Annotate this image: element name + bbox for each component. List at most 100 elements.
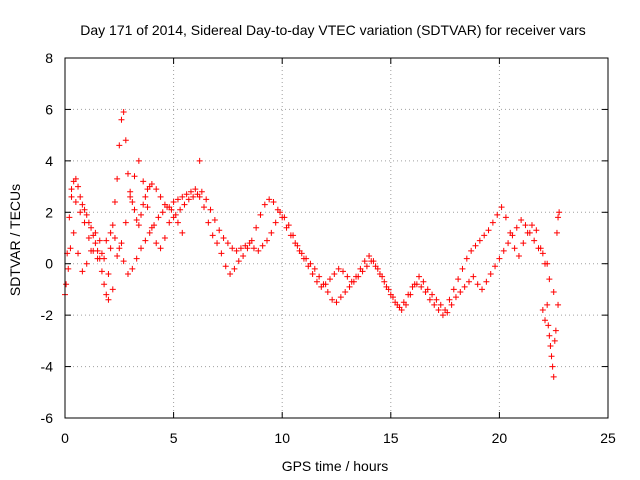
data-point [411, 281, 418, 288]
data-point [294, 242, 301, 249]
data-point [229, 245, 236, 252]
data-point [320, 281, 327, 288]
data-point [144, 204, 151, 211]
data-point [333, 299, 340, 306]
data-point [511, 245, 518, 252]
data-point [231, 265, 238, 272]
data-point [416, 273, 423, 280]
data-point [155, 214, 162, 221]
data-point [179, 193, 186, 200]
data-point [513, 224, 520, 231]
y-tick-label: 2 [45, 204, 53, 220]
data-point [500, 247, 507, 254]
data-point [489, 219, 496, 226]
data-point [129, 265, 136, 272]
data-point [555, 301, 562, 308]
data-point [235, 258, 242, 265]
data-point [138, 245, 145, 252]
data-point [303, 255, 310, 262]
data-point [547, 343, 554, 349]
data-point [544, 301, 551, 308]
y-tick-label: 8 [45, 50, 53, 66]
data-point [452, 294, 459, 301]
data-point [424, 286, 431, 293]
y-tick-label: 4 [45, 153, 53, 169]
data-point [190, 193, 197, 200]
data-point [470, 273, 477, 280]
data-point [111, 235, 118, 241]
data-point [426, 296, 433, 303]
data-point [550, 373, 557, 380]
data-point [311, 265, 318, 272]
data-point [555, 214, 562, 221]
data-point [109, 222, 116, 229]
data-point [114, 175, 121, 182]
data-point [522, 222, 529, 229]
data-point [398, 307, 405, 313]
data-point [548, 353, 555, 360]
data-point [474, 281, 481, 288]
x-axis-label: GPS time / hours [282, 458, 389, 474]
data-point [88, 224, 95, 231]
data-point [168, 206, 175, 213]
data-point [472, 242, 479, 249]
data-point [266, 196, 273, 203]
data-point [135, 157, 142, 164]
data-point [331, 271, 338, 277]
data-point [177, 206, 184, 213]
data-point [270, 199, 277, 205]
data-point [281, 214, 288, 221]
data-point [290, 232, 297, 239]
data-point [268, 229, 275, 236]
data-point [433, 296, 440, 303]
data-point [442, 307, 449, 313]
data-point [326, 276, 333, 283]
data-point [131, 206, 138, 213]
data-point [316, 273, 323, 280]
data-point [118, 116, 125, 123]
data-point [502, 214, 509, 221]
data-point [227, 271, 234, 277]
data-point [170, 199, 177, 205]
data-point [407, 291, 414, 298]
data-point [259, 242, 266, 249]
data-point [164, 204, 171, 211]
data-point [556, 209, 563, 216]
data-point [105, 271, 112, 277]
data-point [520, 240, 527, 247]
data-point [448, 301, 455, 308]
data-point [133, 217, 140, 223]
data-point [344, 273, 351, 280]
data-point [324, 289, 331, 295]
data-point [101, 255, 108, 262]
data-point [313, 278, 320, 285]
data-point [285, 222, 292, 229]
data-point [79, 268, 86, 275]
data-point [140, 201, 147, 208]
data-point [468, 247, 475, 254]
y-tick-label: 0 [45, 256, 53, 272]
data-point [170, 214, 177, 221]
data-point [481, 232, 488, 239]
data-point [518, 217, 525, 223]
data-point [68, 193, 75, 200]
data-point [261, 201, 268, 208]
data-point [116, 142, 123, 149]
data-point [185, 196, 192, 203]
data-point [372, 263, 379, 270]
data-point [85, 235, 92, 241]
data-point [431, 301, 438, 308]
plot-frame [64, 57, 609, 419]
y-tick-label: 6 [45, 101, 53, 117]
data-point [179, 229, 186, 236]
data-point [67, 245, 74, 252]
data-point [389, 294, 396, 301]
data-point [105, 296, 112, 303]
data-point [196, 157, 203, 164]
data-point [366, 253, 373, 259]
data-point [72, 175, 79, 182]
data-point [435, 307, 442, 313]
data-point [539, 307, 546, 313]
data-point [75, 250, 82, 257]
